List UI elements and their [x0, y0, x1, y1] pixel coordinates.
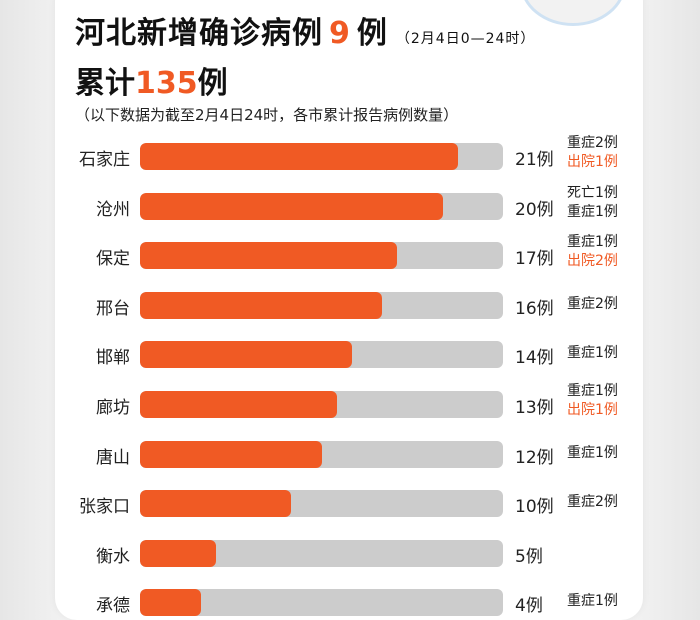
annotation: 重症2例: [567, 135, 618, 151]
new-cases-number: 9: [329, 16, 351, 51]
bar: [140, 391, 337, 418]
annotation: 出院1例: [567, 154, 618, 170]
bar: [140, 192, 443, 220]
bar-row: 沧州 20例 死亡1例重症1例: [0, 185, 700, 222]
category-label: 邯郸: [96, 348, 130, 369]
headline: 河北新增确诊病例 9 例 （2月4日0—24时）: [75, 8, 535, 52]
total-prefix: 累计: [75, 66, 135, 101]
value-label: 21例: [515, 150, 554, 170]
annotation: 出院1例: [567, 402, 618, 418]
total-cases-number: 135: [135, 66, 198, 101]
category-label: 唐山: [96, 447, 130, 468]
bar-row: 唐山 12例 重症1例: [0, 440, 700, 470]
data-note: （以下数据为截至2月4日24时，各市累计报告病例数量）: [75, 106, 459, 124]
bar: [140, 589, 201, 617]
annotation: 出院2例: [567, 253, 618, 270]
bar-row: 保定 17例 重症1例出院2例: [0, 234, 700, 271]
bar-row: 邢台 16例 重症2例: [0, 291, 700, 321]
annotation: 死亡1例: [567, 184, 618, 201]
bar: [140, 242, 398, 270]
bar-row: 衡水 5例: [0, 539, 700, 569]
bar-row: 石家庄 21例 重症2例出院1例: [0, 135, 700, 172]
bar: [140, 291, 382, 319]
total-suffix: 例: [197, 66, 228, 101]
annotation-group: 重症2例出院1例: [567, 134, 618, 172]
bar-row: 廊坊 13例 重症1例出院1例: [0, 383, 700, 420]
value-label: 4例: [515, 596, 543, 617]
bar: [140, 143, 458, 170]
bar-track: [140, 589, 503, 617]
headline-text: 河北新增确诊病例: [75, 16, 323, 51]
value-label: 14例: [515, 348, 554, 369]
category-label: 沧州: [96, 199, 130, 220]
bar-track: [140, 242, 503, 270]
value-label: 17例: [515, 249, 554, 270]
value-label: 10例: [515, 497, 554, 518]
annotation: 重症1例: [567, 444, 618, 461]
category-label: 承德: [96, 596, 130, 617]
time-range: （2月4日0—24时）: [395, 31, 536, 47]
category-label: 衡水: [96, 546, 130, 567]
annotation-group: 重症1例: [567, 444, 618, 463]
annotation: 重症1例: [567, 345, 618, 362]
value-label: 12例: [515, 447, 554, 468]
value-label: 13例: [515, 398, 554, 418]
headline-suffix: 例: [356, 16, 388, 51]
bar-track: [140, 440, 503, 468]
category-label: 保定: [96, 249, 130, 270]
category-label: 邢台: [96, 298, 130, 319]
annotation: 重症2例: [567, 295, 618, 312]
bar: [140, 440, 322, 468]
value-label: 5例: [515, 546, 543, 567]
bar-track: [140, 490, 503, 518]
annotation-group: 重症1例出院1例: [567, 382, 618, 420]
bar-track: [140, 341, 503, 369]
bar-track: [140, 192, 503, 220]
bar: [140, 341, 352, 369]
annotation: 重症1例: [567, 234, 618, 251]
annotation-group: 重症1例出院2例: [567, 233, 618, 271]
annotation-group: 重症1例: [567, 344, 618, 363]
bar-track: [140, 143, 503, 170]
bar: [140, 539, 216, 567]
bar-track: [140, 291, 503, 319]
bar-track: [140, 391, 503, 418]
annotation: 重症2例: [567, 494, 618, 511]
annotation: 重症1例: [567, 383, 618, 399]
annotation-group: 重症1例: [567, 592, 618, 611]
bar-row: 张家口 10例 重症2例: [0, 489, 700, 519]
value-label: 16例: [515, 298, 554, 319]
value-label: 20例: [515, 199, 554, 220]
bar-track: [140, 539, 503, 567]
annotation-group: 死亡1例重症1例: [567, 184, 618, 222]
annotation-group: 重症2例: [567, 493, 618, 512]
category-label: 张家口: [79, 497, 130, 518]
total-line: 累计135例: [75, 58, 228, 102]
bar-row: 承德 4例 重症1例: [0, 588, 700, 618]
category-label: 石家庄: [79, 150, 130, 170]
bar: [140, 490, 292, 518]
category-label: 廊坊: [96, 398, 130, 418]
annotation: 重症1例: [567, 203, 618, 220]
bar-row: 邯郸 14例 重症1例: [0, 340, 700, 370]
annotation-group: 重症2例: [567, 295, 618, 314]
annotation: 重症1例: [567, 593, 618, 610]
